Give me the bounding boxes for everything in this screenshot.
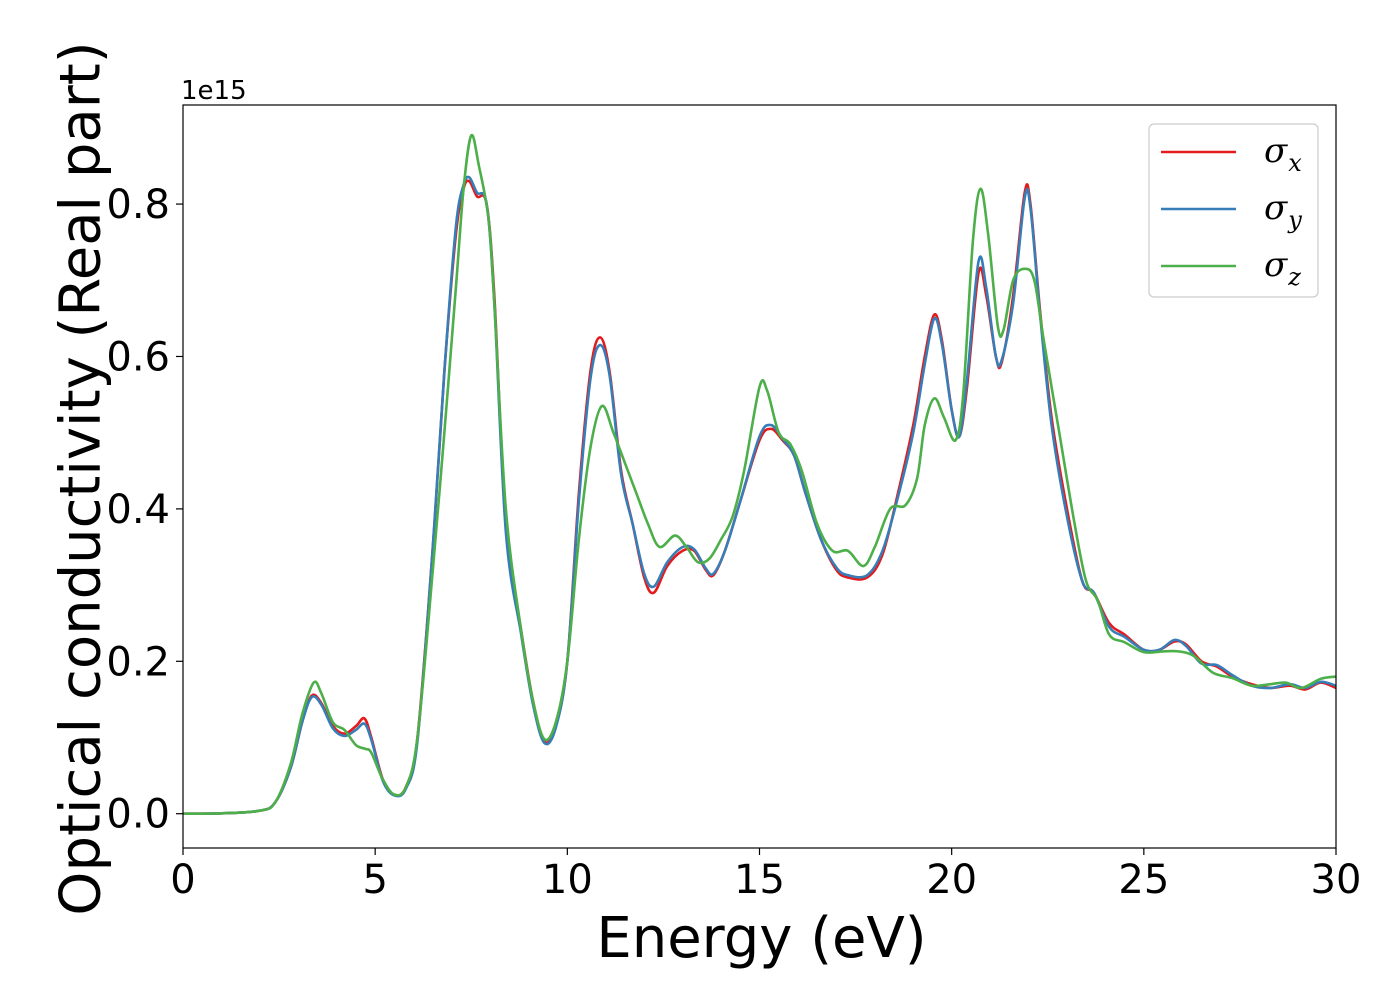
y-axis-title: Optical conductivity (Real part) (49, 41, 114, 915)
legend-subscript: x (1288, 149, 1302, 177)
x-axis-title: Energy (eV) (596, 906, 926, 971)
legend-symbol: σ (1264, 131, 1288, 171)
x-tick-label: 5 (362, 857, 387, 903)
x-axis: 0 5 10 15 20 25 30 (170, 848, 1361, 903)
y-tick-label: 0.0 (106, 792, 170, 838)
legend-symbol: σ (1264, 245, 1288, 285)
y-tick-label: 0.6 (106, 334, 170, 380)
legend-subscript: y (1287, 206, 1302, 234)
x-tick-label: 0 (170, 857, 195, 903)
y-tick-label: 0.8 (106, 182, 170, 228)
x-tick-label: 20 (926, 857, 977, 903)
y-tick-label: 0.2 (106, 639, 170, 685)
legend-subscript: z (1287, 263, 1301, 291)
x-tick-label: 25 (1118, 857, 1169, 903)
y-axis-offset-label: 1e15 (181, 76, 247, 106)
x-tick-label: 15 (734, 857, 785, 903)
y-axis: 0.0 0.2 0.4 0.6 0.8 (106, 182, 183, 838)
y-tick-label: 0.4 (106, 487, 170, 533)
x-tick-label: 30 (1311, 857, 1362, 903)
x-tick-label: 10 (542, 857, 593, 903)
legend-symbol: σ (1264, 188, 1288, 228)
